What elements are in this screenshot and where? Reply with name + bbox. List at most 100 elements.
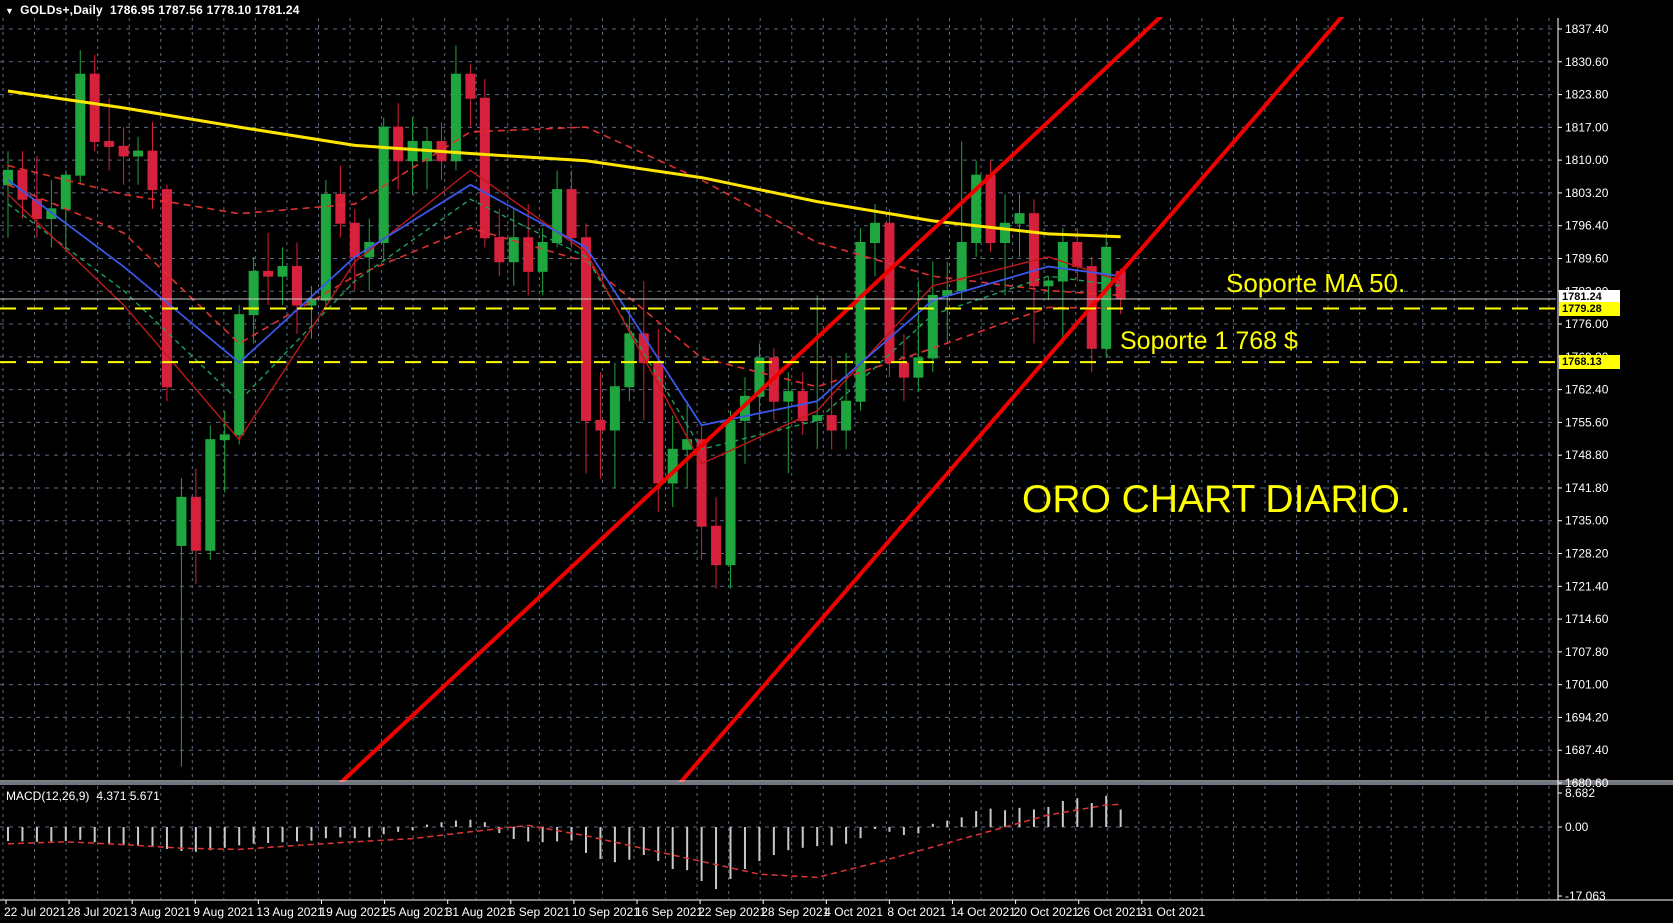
price-axis-label: 1721.40 (1565, 579, 1609, 593)
annotation-soporte-ma50[interactable]: Soporte MA 50. (1226, 268, 1406, 298)
time-axis-label: 10 Sep 2021 (572, 905, 640, 919)
candle-body (335, 193, 346, 224)
macd-histogram-bar (830, 827, 833, 846)
candle-body (205, 439, 216, 551)
macd-histogram-bar (715, 827, 718, 889)
candle-body (133, 150, 144, 157)
macd-histogram-bar (1047, 807, 1050, 827)
candle-body (306, 299, 317, 306)
macd-histogram-bar (483, 822, 486, 827)
macd-histogram-bar (426, 824, 429, 827)
macd-name: MACD(12,26,9) (6, 789, 90, 803)
overlay-ma-red-dash-lower (7, 184, 1121, 388)
candle-body (46, 208, 57, 219)
overlay-ma-yellow (7, 89, 1121, 239)
macd-signal-line (7, 803, 1121, 879)
candle-body (826, 415, 837, 431)
time-axis-label: 3 Aug 2021 (130, 905, 191, 919)
overlay-ma-red-solid (7, 169, 1121, 465)
macd-histogram-bar (498, 827, 501, 833)
overlay-ma-red-dash-upper (7, 126, 1121, 297)
candle-body (913, 357, 924, 378)
price-axis-label: 1755.60 (1565, 415, 1609, 429)
symbol-period-label: GOLDs+,Daily (20, 3, 103, 17)
overlay-ma-green-dash (7, 198, 1121, 450)
macd-histogram-bar (180, 827, 183, 851)
trendline-1[interactable] (338, 0, 1178, 783)
macd-histogram-bar (816, 827, 819, 847)
support-ma-price-tag: 1779.28 (1559, 302, 1620, 317)
support-level-price-tag: 1768.13 (1559, 355, 1620, 370)
macd-histogram-bar (512, 827, 515, 839)
pane-splitter[interactable] (0, 782, 1673, 785)
candle-body (147, 150, 158, 191)
macd-histogram-bar (657, 827, 660, 861)
macd-histogram-bar (296, 827, 298, 842)
time-axis-label: 28 Sep 2021 (761, 905, 829, 919)
macd-histogram-bar (238, 827, 241, 846)
macd-histogram-bar (628, 827, 631, 860)
time-axis-label: 26 Oct 2021 (1077, 905, 1143, 919)
macd-histogram-bar (946, 820, 949, 827)
candle-body (581, 237, 591, 421)
candle-body (508, 237, 519, 263)
candle-body (75, 73, 86, 176)
time-axis-label: 28 Jul 2021 (67, 905, 129, 919)
collapse-arrow-icon[interactable]: ▼ (5, 6, 15, 16)
macd-histogram-bar (671, 827, 674, 869)
time-axis-label: 22 Sep 2021 (698, 905, 766, 919)
candle-body (450, 73, 461, 162)
macd-histogram-bar (252, 827, 255, 844)
macd-histogram-bar (137, 827, 140, 846)
macd-histogram-bar (1090, 803, 1093, 827)
macd-histogram-bar (801, 827, 804, 848)
macd-histogram-bar (209, 827, 212, 851)
price-axis-label: 1830.60 (1565, 55, 1609, 69)
macd-histogram-bar (729, 827, 732, 879)
candle-body (118, 145, 129, 157)
candle-body (1101, 246, 1112, 349)
candle-body (653, 362, 664, 484)
price-axis-label: 1817.00 (1565, 120, 1609, 134)
price-axis-label: 1735.00 (1565, 514, 1609, 528)
candle-body (1072, 242, 1083, 268)
price-axis-label: 1837.40 (1565, 22, 1609, 36)
price-axis-label: 1748.80 (1565, 448, 1609, 462)
time-axis-label: 4 Oct 2021 (824, 905, 883, 919)
annotation-soporte-1768[interactable]: Soporte 1 768 $ (1120, 327, 1298, 355)
trendline-2[interactable] (678, 0, 1356, 783)
macd-histogram-bar (64, 827, 67, 841)
macd-histogram-bar (108, 827, 111, 844)
macd-histogram-bar (888, 827, 891, 832)
ohlc-readout: 1786.95 1787.56 1778.10 1781.24 (109, 3, 300, 17)
candle-body (783, 391, 794, 402)
chart-title: ▼ GOLDs+,Daily 1786.95 1787.56 1778.10 17… (5, 3, 300, 17)
macd-histogram-bar (902, 827, 905, 835)
macd-histogram-bar (1076, 798, 1079, 827)
macd-axis-label: 8.682 (1565, 786, 1595, 800)
macd-histogram-bar (1061, 801, 1064, 827)
macd-histogram-bar (1119, 809, 1122, 827)
price-pane[interactable] (0, 0, 1556, 783)
candle-body (176, 496, 187, 546)
price-axis-label: 1741.80 (1565, 481, 1609, 495)
macd-histogram-bar (1032, 809, 1035, 827)
price-axis-label: 1796.40 (1565, 219, 1609, 233)
candle-body (89, 73, 100, 143)
axes-labels: 1837.40 1830.60 1823.80 1817.00 1810.00 1803.… (4, 22, 1609, 919)
candle-body (494, 237, 505, 263)
macd-axis-label: -17.063 (1565, 889, 1606, 903)
annotation-oro-chart-diario[interactable]: ORO CHART DIARIO. (1022, 478, 1411, 521)
candle-body (609, 386, 620, 431)
candle-body (696, 439, 707, 527)
macd-pane[interactable] (7, 795, 1122, 889)
time-axis-label: 31 Aug 2021 (446, 905, 514, 919)
macd-histogram-bar (1018, 807, 1021, 827)
candle-body (248, 270, 259, 316)
candle-body (725, 419, 736, 566)
price-axis-label: 1810.00 (1565, 153, 1609, 167)
candle-body (161, 189, 172, 388)
